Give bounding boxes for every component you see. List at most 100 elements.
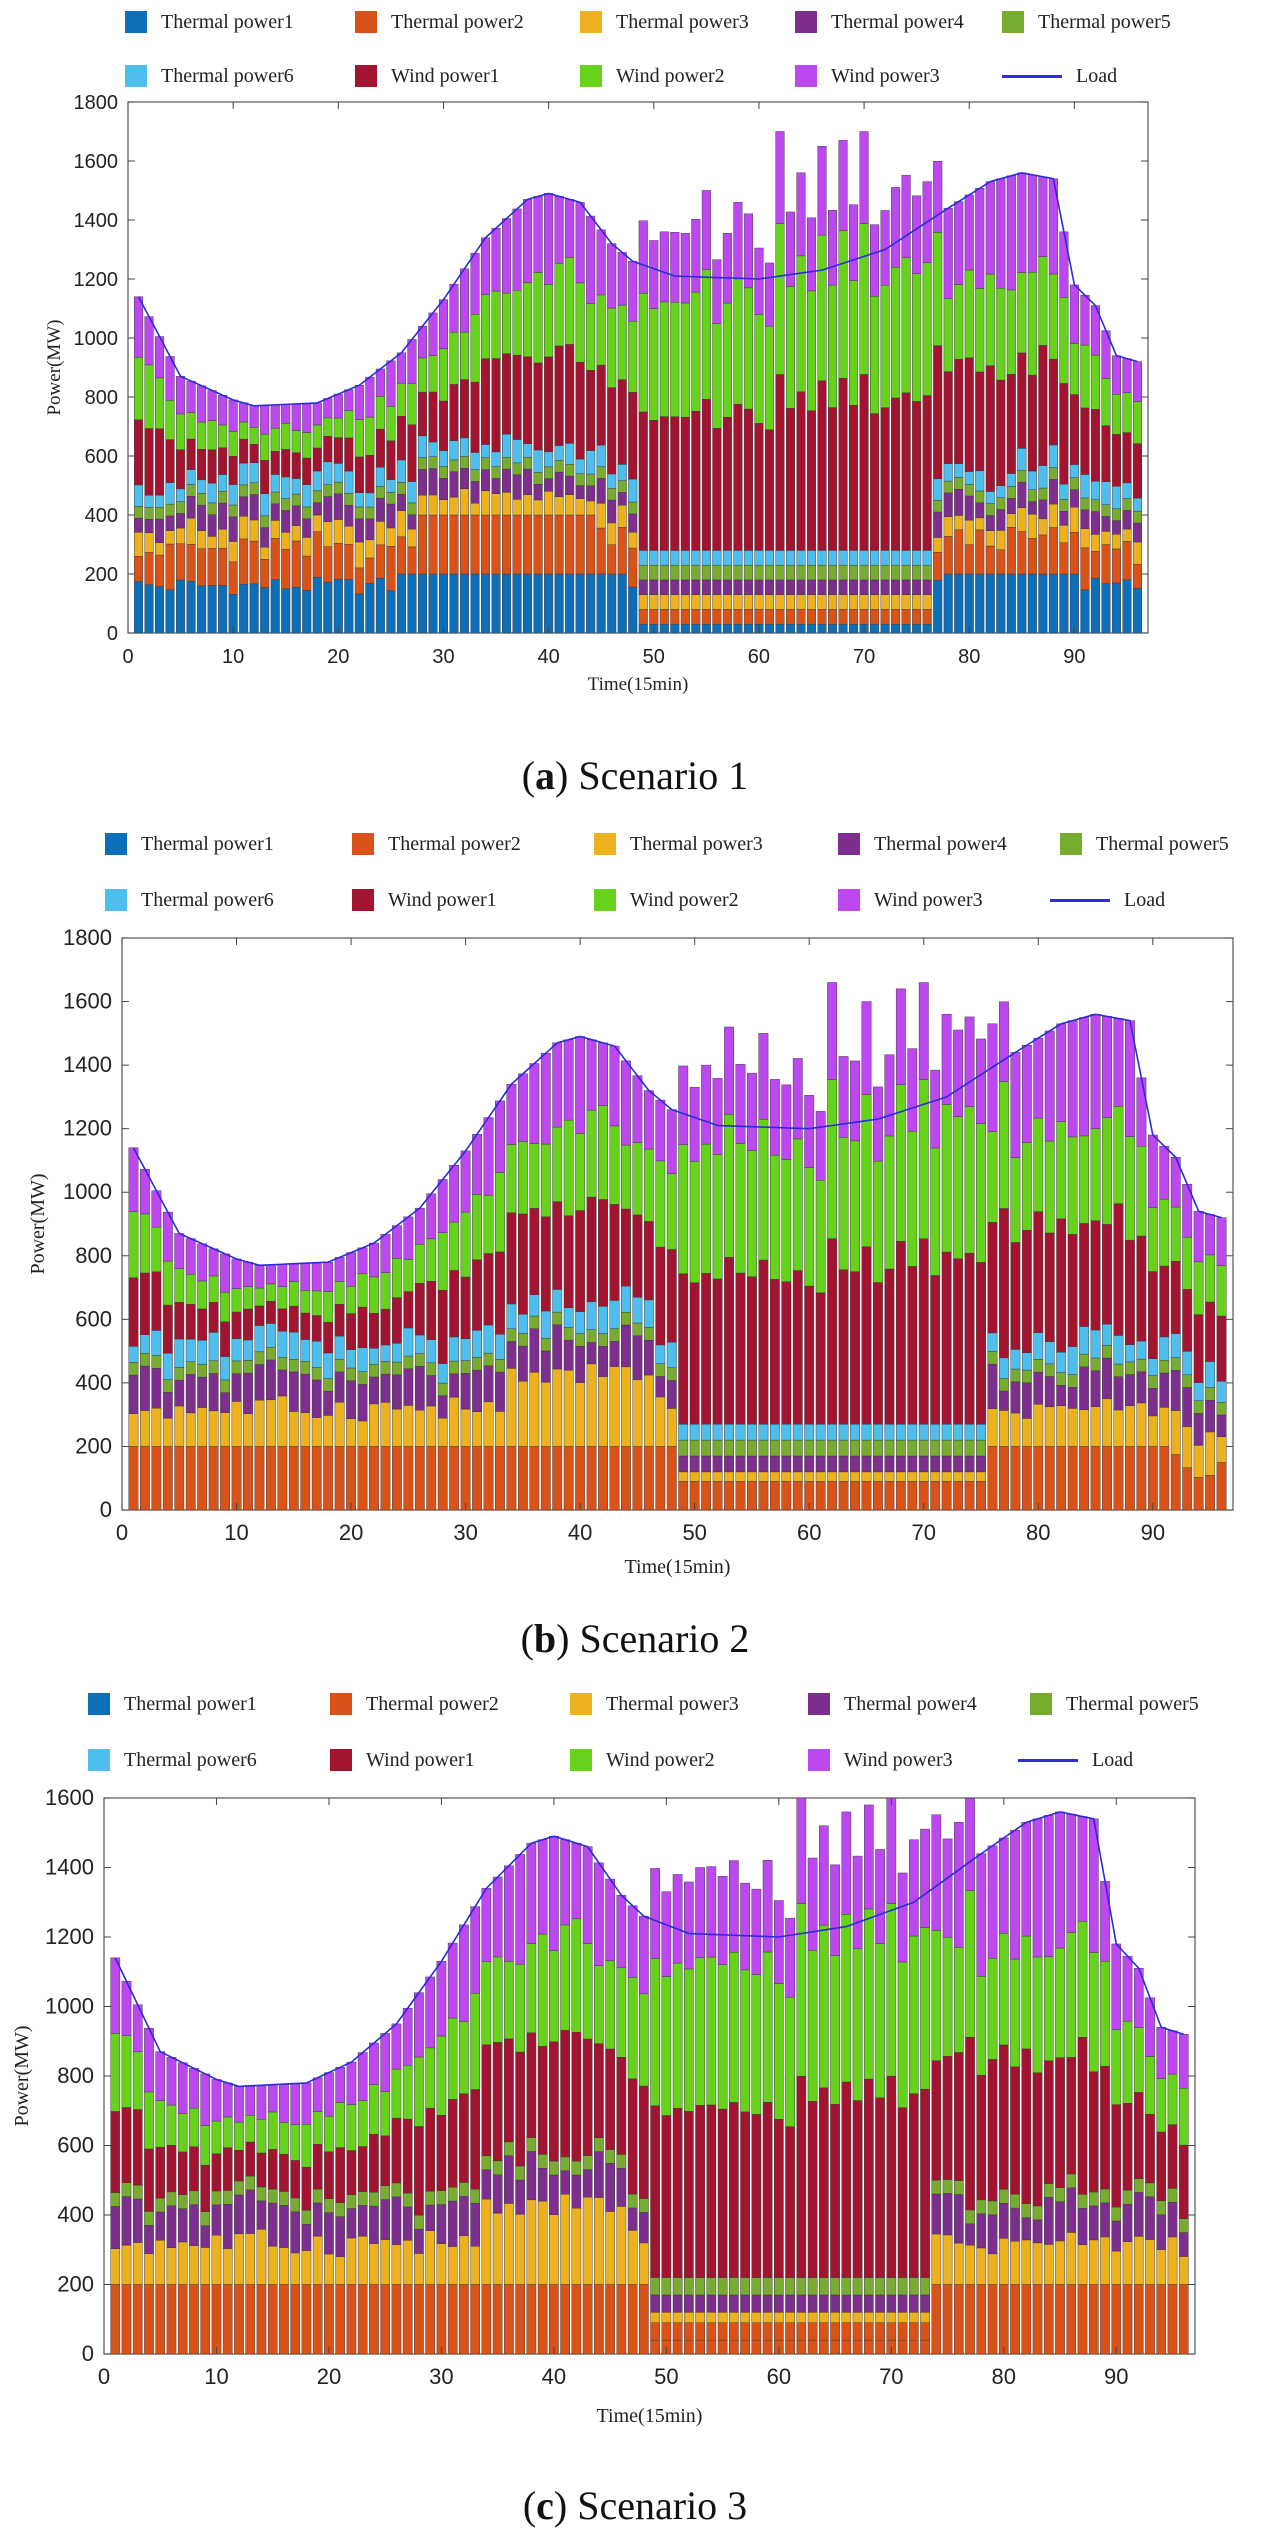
bar-thermal3-t16 <box>291 525 301 542</box>
bar-thermal5-t32 <box>483 1352 494 1367</box>
bar-thermal6-t7 <box>197 1340 208 1365</box>
bar-thermal2-t66 <box>873 1481 883 1511</box>
bar-thermal4-t53 <box>724 1455 734 1473</box>
legend-item-load: Load <box>1002 56 1117 96</box>
bar-thermal4-t92 <box>1170 1370 1181 1411</box>
y-tick-label: 1400 <box>74 210 119 232</box>
x-tick-label: 60 <box>767 2364 791 2389</box>
bar-wind1-t62 <box>827 1238 838 1425</box>
bar-thermal4-t21 <box>335 2216 346 2257</box>
bar-thermal2-t36 <box>502 514 512 575</box>
bar-thermal5-t87 <box>1077 2194 1088 2209</box>
bar-thermal3-t86 <box>1102 1398 1112 1447</box>
bar-wind1-t52 <box>684 2111 694 2278</box>
bar-thermal5-t64 <box>818 2277 829 2296</box>
bar-thermal2-t55 <box>717 2339 728 2355</box>
legend-item-thermal2: Thermal power2 <box>352 824 521 864</box>
bar-thermal5-t88 <box>1048 467 1058 480</box>
bar-wind3-t33 <box>470 1906 480 1994</box>
bar-wind1-t70 <box>918 1238 929 1425</box>
bar-thermal5-t72 <box>908 2277 919 2296</box>
bar-wind3-t15 <box>288 1263 299 1282</box>
bar-wind3-t65 <box>861 1001 872 1095</box>
bar-thermal2-t65 <box>861 1481 872 1511</box>
bar-thermal6-t9 <box>218 474 228 492</box>
bar-thermal5-t25 <box>380 2185 391 2200</box>
bar-thermal4-t58 <box>751 2294 762 2313</box>
bar-thermal4-t37 <box>515 2179 525 2215</box>
bar-series-group <box>133 131 1143 634</box>
bar-thermal6-t31 <box>472 1330 482 1358</box>
bar-wind1-t23 <box>365 455 375 494</box>
bar-thermal3-t32 <box>459 488 470 516</box>
x-tick-label: 10 <box>224 1520 248 1545</box>
bar-wind2-t19 <box>323 417 333 437</box>
bar-thermal4-t34 <box>506 1341 517 1369</box>
bar-wind1-t75 <box>976 1262 986 1425</box>
bar-thermal4-t58 <box>733 579 743 595</box>
bar-thermal3-t25 <box>386 527 396 547</box>
bar-wind1-t22 <box>369 1313 379 1349</box>
y-tick-label: 1400 <box>45 1855 94 1880</box>
y-tick-label: 0 <box>82 2341 94 2366</box>
bar-thermal4-t77 <box>933 511 943 538</box>
bar-thermal2-t58 <box>751 2322 762 2341</box>
bar-thermal3-t47 <box>655 1396 666 1447</box>
bar-thermal5-t75 <box>912 564 922 581</box>
bar-wind3-t75 <box>912 195 922 274</box>
bar-thermal5-t27 <box>407 502 417 515</box>
bar-wind3-t8 <box>208 1248 219 1277</box>
bar-thermal5-t65 <box>806 564 817 581</box>
bar-thermal2-t2 <box>144 552 154 585</box>
bar-wind3-t87 <box>1038 176 1048 258</box>
bar-thermal4-t48 <box>639 2212 649 2244</box>
bar-thermal5-t94 <box>1111 508 1121 521</box>
bar-thermal3-t7 <box>177 2241 188 2285</box>
bar-thermal4-t1 <box>133 517 144 533</box>
bar-wind3-t4 <box>144 2027 154 2093</box>
bar-wind3-t46 <box>607 243 617 309</box>
bar-thermal4-t47 <box>655 1376 666 1398</box>
bar-thermal1-t55 <box>701 623 711 634</box>
bar-thermal5-t5 <box>176 501 186 514</box>
bar-thermal4-t65 <box>806 579 817 595</box>
bar-thermal1-t42 <box>565 573 575 634</box>
bar-wind3-t63 <box>807 1857 818 1951</box>
legend-swatch-icon <box>355 65 377 87</box>
bar-wind3-t84 <box>1006 175 1016 291</box>
bar-thermal3-t61 <box>764 594 774 610</box>
bar-thermal3-t24 <box>369 2243 379 2285</box>
bar-wind1-t20 <box>333 437 343 464</box>
bar-thermal2-t37 <box>540 1446 551 1511</box>
bar-thermal4-t74 <box>964 1455 975 1473</box>
bar-thermal5-t3 <box>132 2184 143 2200</box>
bar-thermal3-t36 <box>529 1372 540 1447</box>
bar-thermal5-t87 <box>1038 487 1048 501</box>
bar-wind3-t53 <box>680 232 690 304</box>
bar-wind2-t54 <box>735 1143 746 1274</box>
bar-thermal4-t72 <box>880 579 890 595</box>
bar-wind3-t11 <box>243 1261 253 1288</box>
bar-thermal3-t84 <box>1043 2244 1054 2285</box>
bar-thermal3-t25 <box>380 2239 391 2285</box>
bar-wind3-t44 <box>621 1060 631 1146</box>
bar-thermal5-t32 <box>459 2182 469 2197</box>
bar-thermal3-t5 <box>155 2240 166 2285</box>
bar-wind2-t29 <box>425 2047 436 2109</box>
bar-thermal3-t23 <box>380 1402 391 1447</box>
bar-thermal1-t78 <box>943 573 953 634</box>
bar-wind3-t17 <box>302 403 312 433</box>
bar-thermal5-t51 <box>701 1439 712 1457</box>
bar-thermal2-t87 <box>1113 1446 1124 1511</box>
bar-wind2-t74 <box>901 257 911 394</box>
chart-panel-b: Thermal power1 Thermal power2 Thermal po… <box>0 810 1270 1670</box>
bar-thermal2-t58 <box>781 1481 792 1511</box>
bar-wind1-t9 <box>220 1321 231 1357</box>
bar-wind1-t85 <box>1017 352 1027 449</box>
bar-wind3-t26 <box>396 352 406 384</box>
bar-thermal2-t49 <box>650 2322 660 2341</box>
bar-wind3-t73 <box>891 187 901 268</box>
bar-thermal6-t58 <box>733 550 743 566</box>
bar-thermal3-t51 <box>672 2312 683 2323</box>
bar-thermal2-t9 <box>200 2284 211 2355</box>
